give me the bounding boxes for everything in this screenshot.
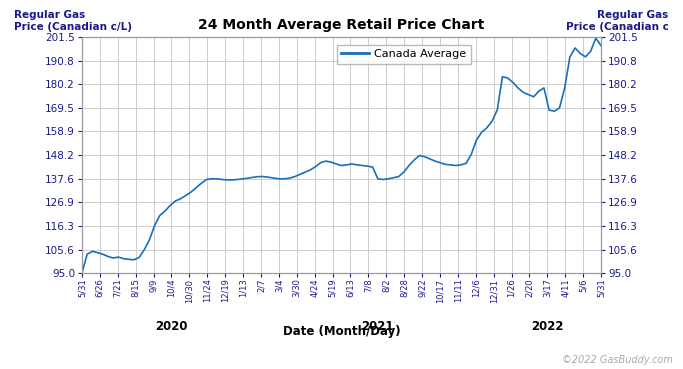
Text: ©2022 GasBuddy.com: ©2022 GasBuddy.com — [562, 355, 673, 365]
Text: 2020: 2020 — [155, 320, 188, 333]
Title: 24 Month Average Retail Price Chart: 24 Month Average Retail Price Chart — [198, 18, 485, 32]
X-axis label: Date (Month/Day): Date (Month/Day) — [283, 325, 400, 338]
Text: 2022: 2022 — [531, 320, 563, 333]
Text: Regular Gas
Price (Canadian c: Regular Gas Price (Canadian c — [566, 10, 669, 32]
Legend: Canada Average: Canada Average — [337, 45, 471, 64]
Text: Regular Gas
Price (Canadian c/L): Regular Gas Price (Canadian c/L) — [14, 10, 133, 32]
Text: 2021: 2021 — [361, 320, 393, 333]
